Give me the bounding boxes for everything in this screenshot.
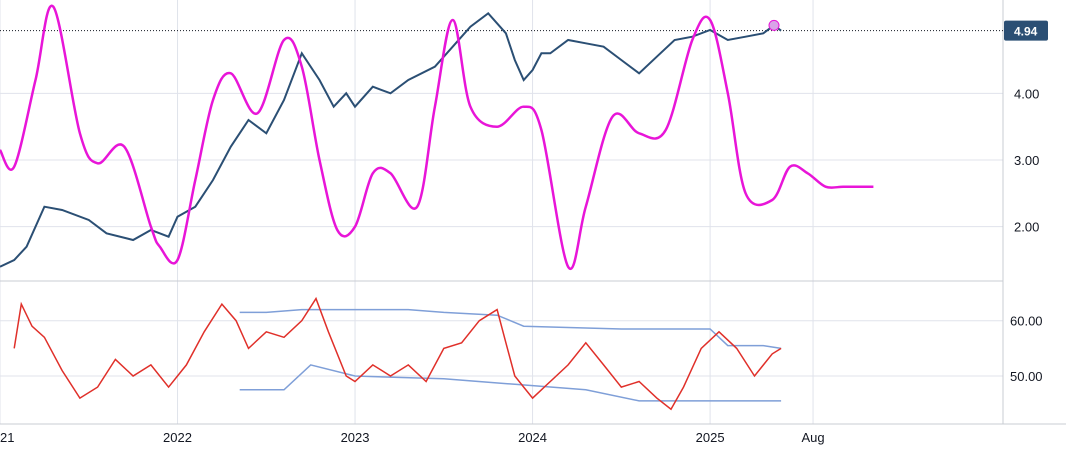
- time-axis-tick-label: 2025: [696, 430, 725, 445]
- oscillator-axis-tick-label: 60.00: [1010, 314, 1043, 329]
- oscillator-axis-tick-label: 50.00: [1010, 369, 1043, 384]
- price-series-line[interactable]: [0, 11, 782, 268]
- time-axis-ticks: 2021 2022 2023 2024 2025 Aug: [0, 430, 825, 445]
- time-axis-tick-label: Aug: [801, 430, 824, 445]
- oscillator-axis-ticks: 50.00 60.00: [1010, 314, 1043, 384]
- oscillator-upper-band-line[interactable]: [239, 308, 782, 350]
- time-axis-tick-label: 2021: [0, 430, 14, 445]
- time-axis-tick-label: 2022: [163, 430, 192, 445]
- last-price-marker: [768, 19, 780, 31]
- price-axis-tick-label: 4.00: [1014, 86, 1039, 101]
- oscillator-series-line[interactable]: [13, 296, 782, 411]
- cycle-series-line[interactable]: [0, 4, 874, 271]
- time-axis-tick-label: 2024: [518, 430, 547, 445]
- price-axis-ticks: 2.00 3.00 4.00: [1014, 86, 1039, 234]
- oscillator-lower-band-line[interactable]: [239, 364, 782, 402]
- grid-lines: [0, 0, 1003, 424]
- price-axis-tick-label: 2.00: [1014, 220, 1039, 235]
- time-axis-tick-label: 2023: [341, 430, 370, 445]
- price-axis-tick-label: 3.00: [1014, 153, 1039, 168]
- last-price-badge-box: [1004, 20, 1048, 41]
- last-price-badge-label: 4.94: [1014, 25, 1038, 39]
- last-price-badge: 4.94: [1004, 20, 1048, 41]
